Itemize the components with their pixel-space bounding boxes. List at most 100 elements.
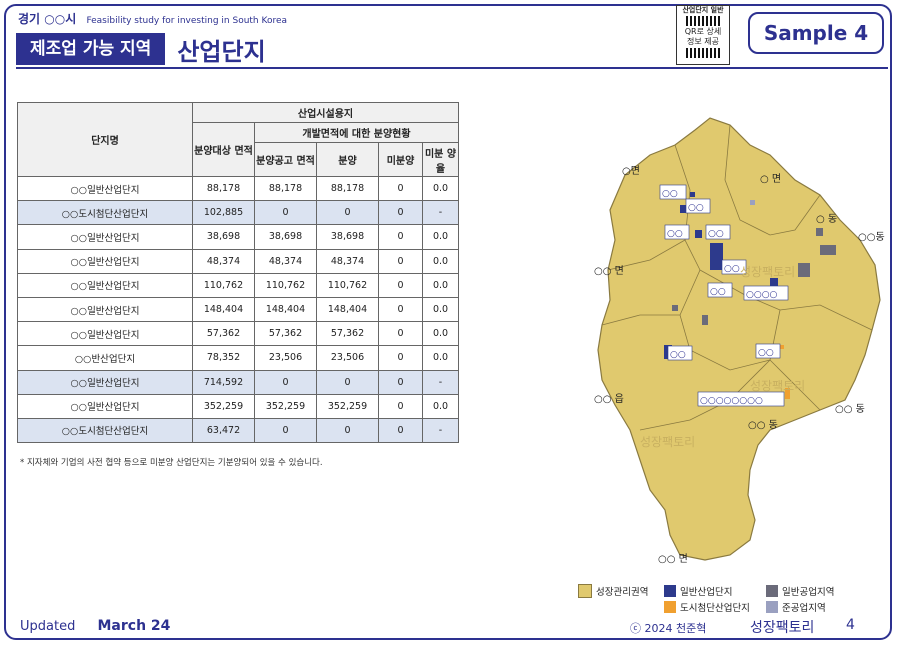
map-agri-1 [820, 245, 836, 255]
cell-target: 110,762 [192, 272, 255, 298]
legend-general-label: 일반산업단지 [680, 587, 733, 598]
qr-code[interactable]: 산업단지 일반 QR로 상세 정보 제공 [676, 5, 730, 65]
table-row: ○○일반산업단지 88,178 88,178 88,178 0 0.0 [17, 175, 459, 202]
cell-target: 63,472 [192, 417, 255, 444]
legend-growth-label: 성장관리권역 [596, 587, 649, 598]
col-header-name: 단지명 [17, 102, 193, 177]
map-label-dong2: ○○동 [858, 231, 885, 243]
map-tag-9: ○○ [758, 348, 774, 358]
cell-name: ○○일반산업단지 [17, 321, 193, 347]
cell-name: ○○일반산업단지 [17, 224, 193, 250]
cell-announce: 352,259 [254, 393, 317, 419]
map-complex-general-1 [680, 205, 689, 213]
map-boundary-1 [674, 144, 701, 271]
cell-sold: 352,259 [316, 393, 379, 419]
cell-unsold: 0 [378, 369, 423, 395]
map-boundary-8 [639, 359, 771, 431]
legend-growth: 성장관리권역 [578, 584, 648, 598]
cell-name: ○○일반산업단지 [17, 296, 193, 323]
cell-announce: 23,506 [254, 345, 317, 371]
map-tag-1: ○○ [662, 189, 678, 199]
table-row: ○○일반산업단지 57,362 57,362 57,362 0 0.0 [17, 321, 459, 347]
legend-swatch-growth [578, 584, 592, 598]
legend-semi-label: 준공업지역 [782, 603, 826, 614]
cell-rate: 0.0 [422, 224, 459, 250]
legend-general: 일반산업단지 [664, 584, 732, 598]
legend-urban-label: 도시첨단산업단지 [680, 603, 750, 614]
cell-name: ○○반산업단지 [17, 345, 193, 371]
cell-rate: 0.0 [422, 175, 459, 202]
sample-badge: Sample 4 [748, 12, 884, 54]
cell-announce: 0 [254, 369, 317, 395]
map-agri-2 [798, 263, 810, 277]
map-region-outline [597, 117, 881, 561]
legend-swatch-urban [664, 601, 676, 613]
cell-rate: 0.0 [422, 248, 459, 274]
map-tag-box-7 [743, 285, 789, 301]
cell-announce: 88,178 [254, 175, 317, 202]
map-complex-general-2 [710, 243, 723, 270]
cell-announce: 110,762 [254, 272, 317, 298]
qr-caption-1: QR로 상세 [684, 27, 722, 36]
cell-sold: 23,506 [316, 345, 379, 371]
table-row: ○○일반산업단지 110,762 110,762 110,762 0 0.0 [17, 272, 459, 298]
cell-name: ○○일반산업단지 [17, 393, 193, 419]
map-label-dong4: ○○ 동 [748, 419, 778, 431]
cell-sold: 0 [316, 369, 379, 395]
cell-target: 57,362 [192, 321, 255, 347]
region-header: 경기 ○○시 Feasibility study for investing i… [18, 10, 287, 27]
map-label-myeon4: ○○ 면 [658, 553, 688, 565]
cell-sold: 88,178 [316, 175, 379, 202]
map-tag-6: ○○ [710, 287, 726, 297]
cell-target: 88,178 [192, 175, 255, 202]
map-tag-box-9 [755, 343, 781, 359]
cell-rate: 0.0 [422, 296, 459, 323]
table-row: ○○일반산업단지 38,698 38,698 38,698 0 0.0 [17, 224, 459, 250]
cell-unsold: 0 [378, 345, 423, 371]
map-tag-box-1 [659, 184, 687, 200]
map-tag-5: ○○ [724, 264, 740, 274]
map-complex-urban-2 [780, 345, 784, 349]
map-watermark-1: 성장팩토리 [740, 265, 795, 279]
cell-unsold: 0 [378, 296, 423, 323]
cell-unsold: 0 [378, 224, 423, 250]
map-tag-3: ○○ [667, 229, 683, 239]
map-tag-box-6 [707, 282, 733, 298]
footer-copyright: ⓒ 2024 천준혁 [630, 622, 707, 635]
cell-sold: 148,404 [316, 296, 379, 323]
cell-sold: 0 [316, 417, 379, 444]
map-label-myeon2: ○ 면 [760, 173, 781, 185]
cell-unsold: 0 [378, 417, 423, 444]
cell-announce: 0 [254, 200, 317, 226]
map-tag-box-8 [667, 345, 693, 361]
map-boundary-2 [724, 124, 821, 236]
table-row: ○○도시첨단산업단지 63,472 0 0 0- [17, 417, 459, 444]
cell-unsold: 0 [378, 272, 423, 298]
title-bar: 제조업 가능 지역 산업단지 [16, 33, 266, 66]
legend-agri-label: 일반공업지역 [782, 587, 835, 598]
subtitle: Feasibility study for investing in South… [86, 16, 288, 26]
industrial-complex-table: 단지명 산업시설용지 분양대상 면적 개발면적에 대한 분양현황 분양공고 면적… [17, 102, 459, 444]
updated-label: Updated [20, 619, 76, 634]
col-header-announce: 분양공고 면적 [254, 142, 317, 177]
cell-name: ○○일반산업단지 [17, 272, 193, 298]
cell-target: 714,592 [192, 369, 255, 395]
col-header-group: 산업시설용지 [192, 102, 459, 123]
col-header-sold: 분양 [316, 142, 379, 177]
category-title: 제조업 가능 지역 [16, 33, 166, 65]
col-header-sub: 개발면적에 대한 분양현황 [254, 122, 459, 143]
map-boundary-5 [601, 269, 701, 326]
map-label-myeon1: ○면 [622, 165, 640, 177]
map-tag-box-4 [705, 224, 731, 240]
page-number: 4 [846, 617, 855, 633]
map-agri-4 [816, 228, 823, 236]
cell-announce: 57,362 [254, 321, 317, 347]
cell-target: 352,259 [192, 393, 255, 419]
qr-pattern [686, 16, 720, 26]
map-tag-8: ○○ [670, 350, 686, 360]
updated-date: March 24 [97, 618, 171, 634]
cell-sold: 0 [316, 200, 379, 226]
qr-caption-top: 산업단지 일반 [682, 6, 724, 14]
cell-rate: 0.0 [422, 321, 459, 347]
cell-sold: 57,362 [316, 321, 379, 347]
